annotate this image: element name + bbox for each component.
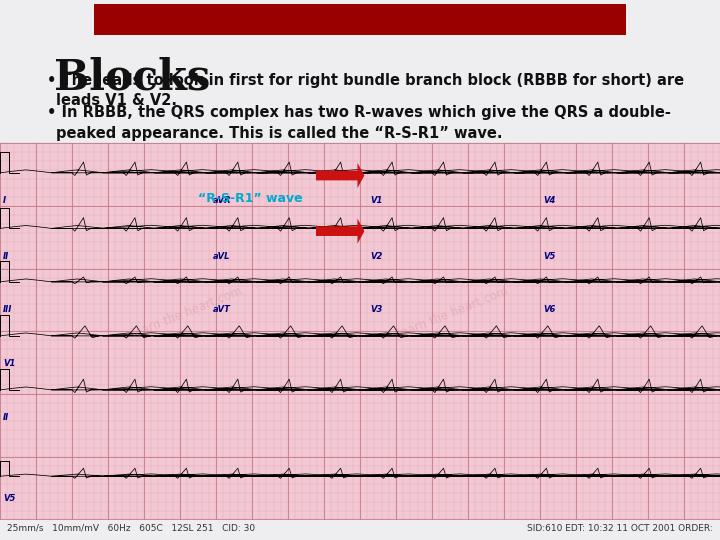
Text: 25mm/s   10mm/mV   60Hz   605C   12SL 251   CID: 30: 25mm/s 10mm/mV 60Hz 605C 12SL 251 CID: 3… <box>7 524 256 532</box>
Text: “R-S-R1” wave: “R-S-R1” wave <box>198 192 302 205</box>
Text: II: II <box>3 252 9 261</box>
Text: aVT: aVT <box>212 305 230 314</box>
Text: V2: V2 <box>371 252 383 261</box>
Text: aVR: aVR <box>212 196 231 205</box>
Text: • In RBBB, the QRS complex has two R-waves which give the QRS a double-: • In RBBB, the QRS complex has two R-wav… <box>47 105 670 120</box>
Text: peaked appearance. This is called the “R-S-R1” wave.: peaked appearance. This is called the “R… <box>56 126 503 141</box>
Text: learn the heart.com: learn the heart.com <box>397 285 510 341</box>
Text: aVL: aVL <box>212 252 230 261</box>
Text: learn the heart.com: learn the heart.com <box>130 285 244 341</box>
Text: V4: V4 <box>544 196 556 205</box>
Bar <box>94 4 626 35</box>
Text: SID:610 EDT: 10:32 11 OCT 2001 ORDER:: SID:610 EDT: 10:32 11 OCT 2001 ORDER: <box>527 524 713 532</box>
Text: • The leads to look in first for right bundle branch block (RBBB for short) are: • The leads to look in first for right b… <box>47 73 684 88</box>
Text: II: II <box>3 413 9 422</box>
Text: V3: V3 <box>371 305 383 314</box>
Text: III: III <box>3 305 12 314</box>
Text: V5: V5 <box>544 252 556 261</box>
Text: V1: V1 <box>3 359 15 368</box>
Text: I: I <box>3 196 6 205</box>
Text: V1: V1 <box>371 196 383 205</box>
Text: V5: V5 <box>3 494 15 503</box>
Text: Blocks: Blocks <box>54 57 210 99</box>
Bar <box>0 143 720 519</box>
Text: leads V1 & V2.: leads V1 & V2. <box>56 93 177 109</box>
Text: V6: V6 <box>544 305 556 314</box>
